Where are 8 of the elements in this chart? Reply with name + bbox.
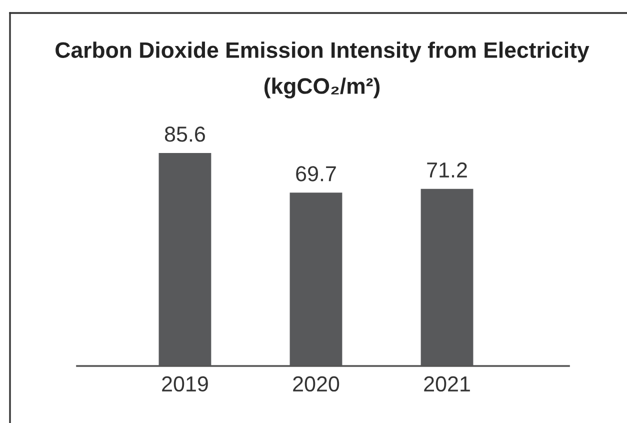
x-tick-label: 2021 (424, 376, 470, 392)
chart-subtitle: (kgCO₂/m²) (264, 78, 380, 98)
data-label: 69.7 (296, 166, 336, 182)
data-label: 85.6 (164, 126, 205, 142)
x-tick-label: 2019 (162, 376, 208, 392)
data-label: 71.2 (427, 162, 467, 178)
chart-title: Carbon Dioxide Emission Intensity from Electricity (56, 42, 590, 62)
x-tick-label: 2020 (293, 376, 340, 392)
